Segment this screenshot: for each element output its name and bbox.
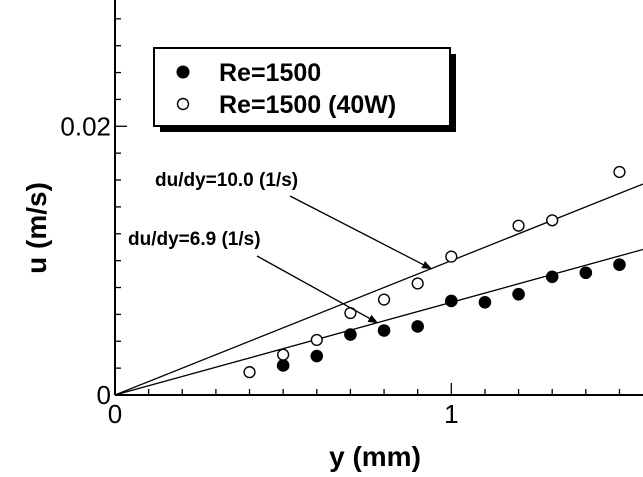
data-point-filled — [613, 258, 626, 271]
legend-box — [153, 47, 451, 127]
fit-line-2 — [114, 248, 643, 396]
data-point-filled — [411, 320, 424, 333]
legend: Re=1500 Re=1500 (40W) — [153, 47, 456, 132]
fit-lines — [114, 183, 643, 396]
annotation-arrow-2 — [256, 255, 379, 324]
data-point-filled — [545, 270, 559, 284]
annotation-label-slow: du/dy=6.9 (1/s) — [128, 229, 261, 250]
data-points — [243, 165, 626, 379]
data-point-open — [377, 293, 391, 306]
legend-label-series-1: Re=1500 — [219, 59, 321, 87]
data-point-filled — [276, 359, 290, 372]
annotation-arrow-1 — [289, 195, 433, 270]
y-axis-label: u (m/s) — [21, 182, 52, 274]
data-point-filled — [445, 294, 458, 308]
y-tick-label: 0 — [97, 380, 111, 410]
data-point-open — [411, 277, 424, 290]
data-point-filled — [377, 324, 391, 337]
legend-marker-filled — [176, 65, 190, 79]
x-axis-label: y (mm) — [329, 441, 421, 472]
data-point-filled — [512, 287, 525, 301]
data-point-open — [512, 219, 525, 232]
x-tick-label: 1 — [444, 399, 458, 429]
data-point-open — [613, 165, 626, 179]
data-point-filled — [310, 349, 324, 363]
legend-label-series-2: Re=1500 (40W) — [219, 91, 396, 119]
data-point-open — [546, 214, 559, 227]
annotation-label-fast: du/dy=10.0 (1/s) — [155, 170, 298, 191]
legend-marker-open — [176, 97, 190, 111]
data-point-filled — [478, 295, 492, 309]
data-point-open — [310, 333, 323, 347]
axes: 0 0.02 0 1 — [60, 0, 643, 429]
x-tick-label: 0 — [108, 399, 122, 429]
y-tick-label: 0.02 — [60, 111, 111, 141]
fit-line-1 — [114, 183, 643, 396]
data-point-open — [243, 366, 256, 379]
data-point-open — [277, 348, 290, 361]
data-point-filled — [344, 328, 357, 341]
data-point-open — [445, 250, 458, 263]
annotations: du/dy=10.0 (1/s) du/dy=6.9 (1/s) — [128, 170, 433, 324]
data-point-filled — [579, 266, 593, 280]
